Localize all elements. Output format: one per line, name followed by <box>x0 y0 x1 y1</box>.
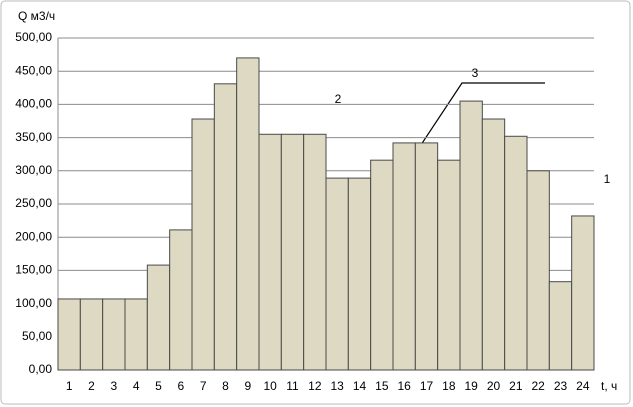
x-tick-label: 21 <box>509 379 523 393</box>
bar <box>392 142 416 371</box>
x-tick-label: 20 <box>487 379 501 393</box>
x-tick-label: 16 <box>397 379 411 393</box>
bar <box>303 133 327 371</box>
bar <box>124 298 148 371</box>
y-tick-label: 100,00 <box>15 296 52 310</box>
x-tick-label: 9 <box>244 379 251 393</box>
x-tick-label: 17 <box>420 379 434 393</box>
annotation: 3 <box>472 66 479 80</box>
x-tick-label: 22 <box>531 379 545 393</box>
x-tick-label: 4 <box>133 379 140 393</box>
x-axis-label: t, ч <box>601 379 617 393</box>
bar <box>236 57 260 371</box>
y-tick-label: 400,00 <box>15 97 52 111</box>
x-tick-label: 15 <box>375 379 389 393</box>
bar <box>459 100 483 371</box>
x-tick-label: 6 <box>177 379 184 393</box>
y-tick-label: 350,00 <box>15 130 52 144</box>
bar <box>258 133 282 371</box>
bar <box>414 142 439 371</box>
bar <box>146 264 171 371</box>
x-tick-label: 24 <box>576 379 590 393</box>
y-tick-label: 250,00 <box>15 196 52 210</box>
y-tick-label: 300,00 <box>15 163 52 177</box>
bar <box>169 229 193 371</box>
x-tick-label: 23 <box>554 379 568 393</box>
x-tick-label: 11 <box>286 379 299 393</box>
bar <box>102 298 126 371</box>
y-tick-label: 50,00 <box>22 329 52 343</box>
bar <box>504 135 528 371</box>
x-tick-label: 10 <box>263 379 277 393</box>
bar <box>280 133 305 371</box>
y-tick-label: 500,00 <box>15 30 52 44</box>
x-tick-label: 12 <box>308 379 322 393</box>
y-tick-label: 450,00 <box>15 63 52 77</box>
annotation: 1 <box>604 172 611 186</box>
bar <box>191 118 215 371</box>
x-tick-label: 2 <box>88 379 95 393</box>
bar <box>437 159 461 371</box>
bar <box>481 118 506 371</box>
annotation-leader <box>402 82 545 173</box>
x-tick-label: 19 <box>464 379 478 393</box>
annotation: 2 <box>335 92 342 106</box>
bar <box>526 170 550 371</box>
bar <box>325 177 349 371</box>
bar <box>548 281 573 371</box>
bar <box>213 83 238 371</box>
y-tick-label: 200,00 <box>15 229 52 243</box>
y-tick-label: 150,00 <box>15 263 52 277</box>
x-tick-label: 13 <box>330 379 344 393</box>
x-tick-label: 14 <box>353 379 367 393</box>
bar <box>370 159 394 371</box>
bar <box>79 298 104 371</box>
x-tick-label: 3 <box>110 379 117 393</box>
x-tick-label: 5 <box>155 379 162 393</box>
y-axis-label: Q м3/ч <box>18 9 55 23</box>
x-tick-label: 1 <box>66 379 73 393</box>
bar <box>571 215 595 371</box>
y-tick-label: 0,00 <box>29 362 53 376</box>
x-tick-label: 7 <box>200 379 207 393</box>
x-tick-label: 18 <box>442 379 456 393</box>
bar <box>347 177 372 371</box>
bar <box>57 298 81 371</box>
x-tick-label: 8 <box>222 379 229 393</box>
